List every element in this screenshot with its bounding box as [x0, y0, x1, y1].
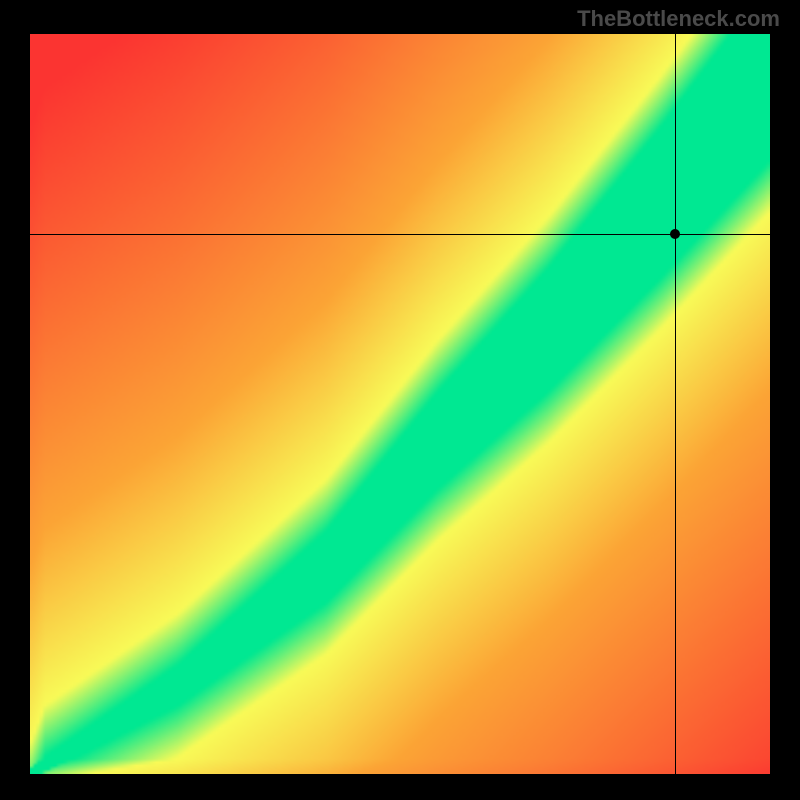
crosshair-horizontal	[30, 234, 770, 235]
heatmap-canvas	[30, 34, 770, 774]
heatmap-plot	[30, 34, 770, 774]
watermark-text: TheBottleneck.com	[577, 6, 780, 32]
crosshair-marker	[670, 229, 680, 239]
crosshair-vertical	[675, 34, 676, 774]
